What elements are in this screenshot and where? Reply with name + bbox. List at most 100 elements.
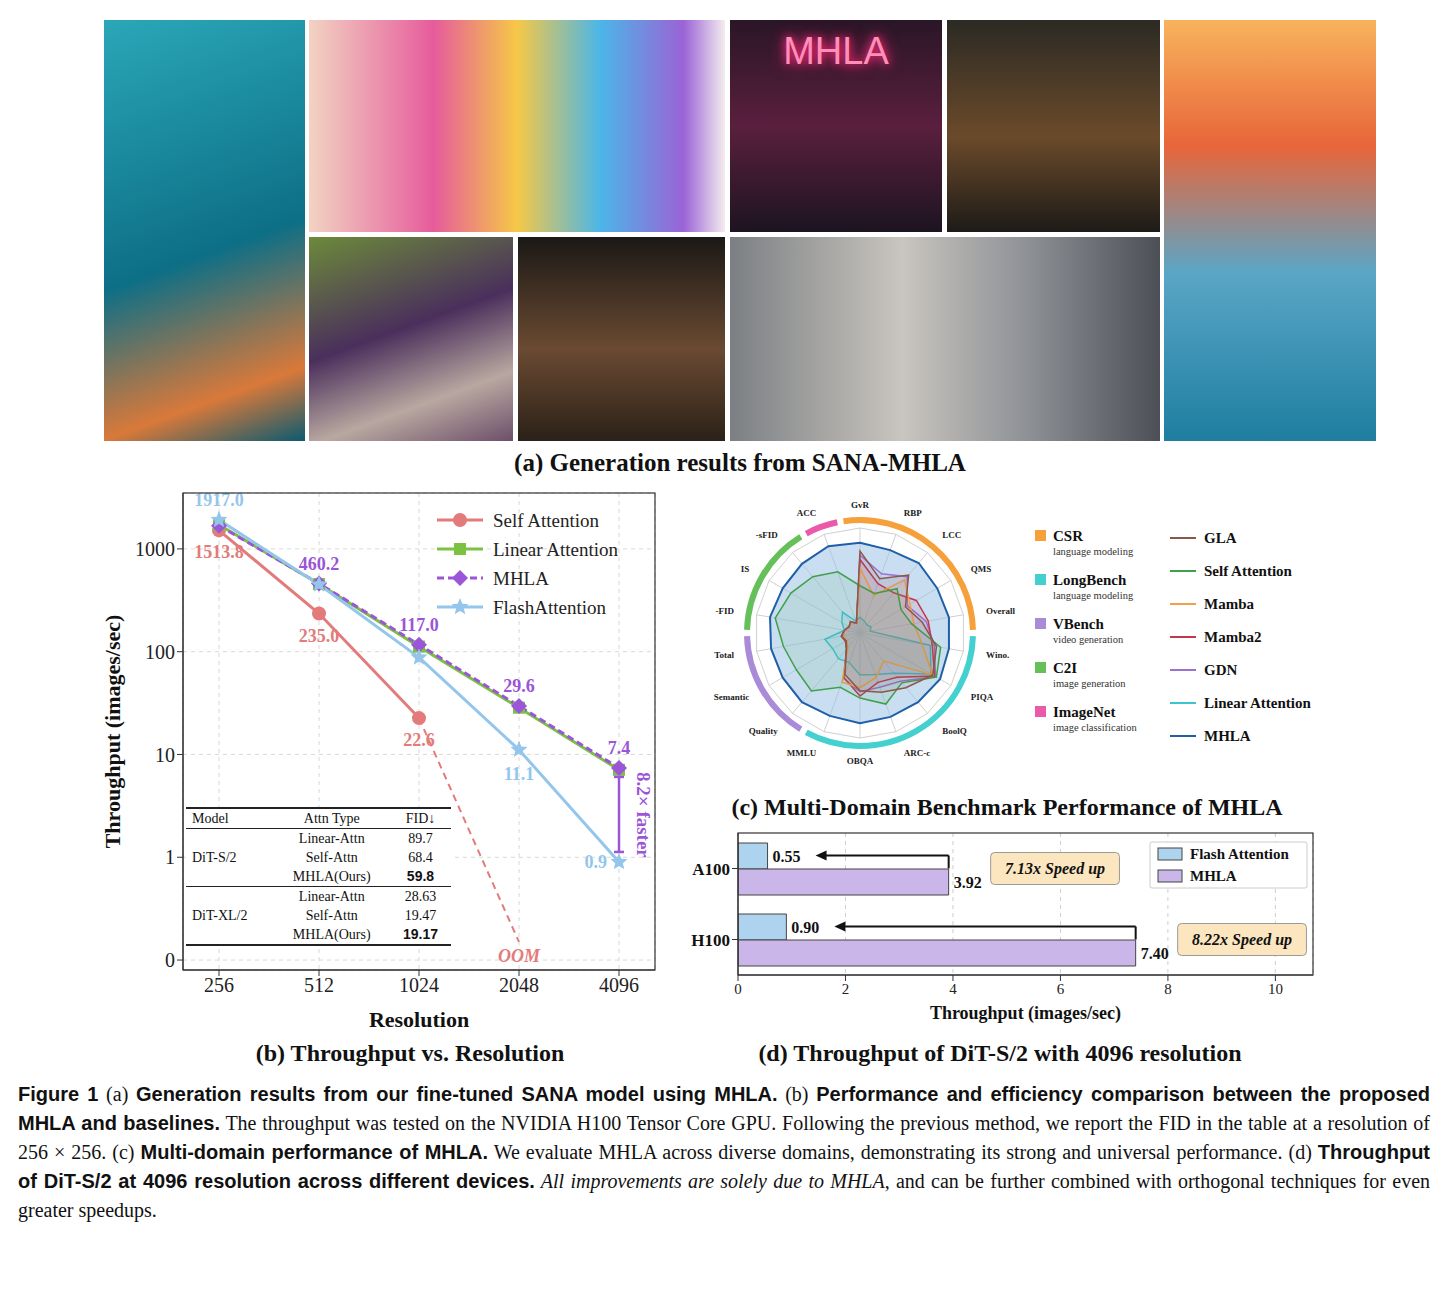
svg-text:image classification: image classification bbox=[1053, 722, 1137, 733]
svg-text:8.2× faster: 8.2× faster bbox=[633, 772, 654, 858]
svg-text:100: 100 bbox=[145, 641, 175, 663]
svg-text:1000: 1000 bbox=[135, 538, 175, 560]
svg-text:7.4: 7.4 bbox=[608, 738, 631, 758]
svg-text:Throughput (images/sec): Throughput (images/sec) bbox=[930, 1003, 1121, 1024]
svg-text:image generation: image generation bbox=[1053, 678, 1126, 689]
html-text:Figure 1 (a) Generation result: Figure 1 (a) Generation results from our… bbox=[18, 1083, 1436, 1221]
svg-text:MHLA: MHLA bbox=[1190, 868, 1237, 884]
svg-text:22.6: 22.6 bbox=[403, 730, 435, 750]
svg-text:4: 4 bbox=[949, 981, 957, 997]
svg-text:7.40: 7.40 bbox=[1141, 945, 1169, 962]
html-text:Self-Attn: Self-Attn bbox=[305, 850, 358, 865]
svg-text:0: 0 bbox=[734, 981, 742, 997]
svg-text:0: 0 bbox=[165, 949, 175, 971]
html-text:Attn Type: Attn Type bbox=[303, 811, 360, 826]
svg-text:Self Attention: Self Attention bbox=[493, 510, 600, 531]
svg-text:-FID: -FID bbox=[715, 606, 734, 616]
svg-text:Semantic: Semantic bbox=[714, 692, 750, 702]
svg-text:ACC: ACC bbox=[797, 508, 817, 518]
svg-text:11.1: 11.1 bbox=[504, 764, 535, 784]
svg-text:1: 1 bbox=[165, 846, 175, 868]
svg-text:H100: H100 bbox=[691, 931, 730, 950]
svg-text:language modeling: language modeling bbox=[1053, 546, 1134, 557]
svg-text:(c) Multi-Domain Benchmark Per: (c) Multi-Domain Benchmark Performance o… bbox=[731, 794, 1283, 820]
svg-text:BoolQ: BoolQ bbox=[942, 726, 967, 736]
svg-text:(a) Generation results from SA: (a) Generation results from SANA-MHLA bbox=[514, 449, 966, 477]
svg-text:Linear Attention: Linear Attention bbox=[1204, 695, 1311, 711]
svg-text:OOM: OOM bbox=[498, 946, 541, 966]
svg-text:A100: A100 bbox=[692, 860, 730, 879]
svg-text:(d) Throughput of DiT-S/2 with: (d) Throughput of DiT-S/2 with 4096 reso… bbox=[758, 1040, 1241, 1066]
svg-text:2048: 2048 bbox=[499, 974, 539, 996]
svg-text:Throughput (images/sec): Throughput (images/sec) bbox=[100, 615, 125, 849]
svg-text:29.6: 29.6 bbox=[503, 676, 535, 696]
svg-text:Mamba: Mamba bbox=[1204, 596, 1254, 612]
html-text:DiT-XL/2: DiT-XL/2 bbox=[192, 908, 248, 923]
svg-text:MMLU: MMLU bbox=[787, 748, 817, 758]
svg-text:7.13x Speed up: 7.13x Speed up bbox=[1005, 860, 1105, 878]
svg-text:1024: 1024 bbox=[399, 974, 439, 996]
svg-text:LongBench: LongBench bbox=[1053, 572, 1127, 588]
svg-text:Flash Attention: Flash Attention bbox=[1190, 846, 1289, 862]
svg-text:FlashAttention: FlashAttention bbox=[493, 597, 606, 618]
html-text:19.17: 19.17 bbox=[403, 926, 438, 942]
svg-text:CSR: CSR bbox=[1053, 528, 1083, 544]
svg-text:Mamba2: Mamba2 bbox=[1204, 629, 1262, 645]
html-text:DiT-S/2: DiT-S/2 bbox=[192, 850, 237, 865]
svg-text:(b) Throughput vs. Resolution: (b) Throughput vs. Resolution bbox=[256, 1040, 565, 1066]
svg-text:Linear Attention: Linear Attention bbox=[493, 539, 619, 560]
svg-text:2: 2 bbox=[842, 981, 850, 997]
html-text:68.4: 68.4 bbox=[408, 850, 433, 865]
svg-text:3.92: 3.92 bbox=[954, 874, 982, 891]
html-text:MHLA(Ours): MHLA(Ours) bbox=[292, 869, 371, 884]
html-text:Linear-Attn: Linear-Attn bbox=[298, 889, 365, 904]
html-text:28.63: 28.63 bbox=[404, 889, 437, 904]
svg-text:117.0: 117.0 bbox=[399, 615, 439, 635]
svg-text:8.22x Speed up: 8.22x Speed up bbox=[1192, 931, 1292, 949]
svg-text:QMS: QMS bbox=[971, 564, 992, 574]
svg-text:1513.8: 1513.8 bbox=[194, 542, 244, 562]
svg-text:ARC-c: ARC-c bbox=[904, 748, 931, 758]
html-text:89.7: 89.7 bbox=[408, 831, 433, 846]
svg-text:235.0: 235.0 bbox=[299, 626, 340, 646]
svg-text:Wino.: Wino. bbox=[986, 650, 1009, 660]
svg-text:MHLA: MHLA bbox=[493, 568, 549, 589]
svg-text:GvR: GvR bbox=[851, 500, 870, 510]
svg-text:6: 6 bbox=[1057, 981, 1065, 997]
html-text:Linear-Attn: Linear-Attn bbox=[298, 831, 365, 846]
svg-text:Resolution: Resolution bbox=[369, 1007, 469, 1032]
svg-text:-sFID: -sFID bbox=[756, 530, 778, 540]
svg-text:512: 512 bbox=[304, 974, 334, 996]
svg-text:VBench: VBench bbox=[1053, 616, 1104, 632]
svg-text:PIQA: PIQA bbox=[971, 692, 994, 702]
svg-text:Self Attention: Self Attention bbox=[1204, 563, 1293, 579]
svg-text:4096: 4096 bbox=[599, 974, 639, 996]
svg-text:0.55: 0.55 bbox=[773, 848, 801, 865]
svg-text:OBQA: OBQA bbox=[847, 756, 874, 766]
svg-text:GLA: GLA bbox=[1204, 530, 1237, 546]
svg-text:MHLA: MHLA bbox=[1204, 728, 1251, 744]
svg-text:10: 10 bbox=[155, 744, 175, 766]
svg-text:RBP: RBP bbox=[904, 508, 923, 518]
svg-text:0.9: 0.9 bbox=[585, 852, 608, 872]
svg-text:Quality: Quality bbox=[749, 726, 779, 736]
svg-text:10: 10 bbox=[1268, 981, 1283, 997]
svg-text:256: 256 bbox=[204, 974, 234, 996]
svg-text:GDN: GDN bbox=[1204, 662, 1238, 678]
svg-text:1917.0: 1917.0 bbox=[194, 490, 244, 510]
svg-text:8: 8 bbox=[1164, 981, 1172, 997]
svg-text:IS: IS bbox=[741, 564, 750, 574]
html-text:FID↓: FID↓ bbox=[405, 811, 436, 826]
svg-text:Total: Total bbox=[714, 650, 734, 660]
svg-text:0.90: 0.90 bbox=[791, 919, 819, 936]
svg-text:ImageNet: ImageNet bbox=[1053, 704, 1115, 720]
html-text:MHLA: MHLA bbox=[783, 30, 889, 72]
svg-text:C2I: C2I bbox=[1053, 660, 1077, 676]
html-text:Model: Model bbox=[192, 811, 229, 826]
svg-text:Overall: Overall bbox=[986, 606, 1015, 616]
html-text:59.8: 59.8 bbox=[406, 868, 435, 884]
svg-text:LCC: LCC bbox=[942, 530, 961, 540]
svg-text:460.2: 460.2 bbox=[299, 554, 340, 574]
svg-text:video generation: video generation bbox=[1053, 634, 1124, 645]
svg-text:language modeling: language modeling bbox=[1053, 590, 1134, 601]
